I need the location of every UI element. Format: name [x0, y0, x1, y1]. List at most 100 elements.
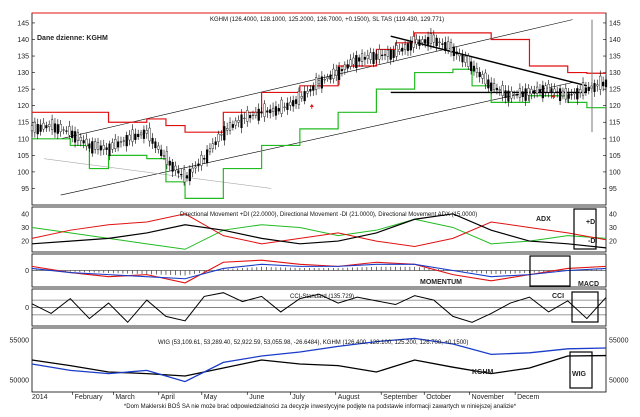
candle-body	[116, 141, 120, 148]
candle-body	[214, 141, 217, 145]
momentum-highlight-box	[529, 255, 571, 287]
candle-body	[131, 129, 134, 142]
candle-body	[418, 39, 421, 46]
price-tick-label-left: 115	[18, 120, 29, 127]
x-axis-month-label: July	[292, 394, 305, 401]
candle-body	[395, 45, 398, 57]
candle-body	[294, 99, 298, 104]
kghm-tag: KGHM	[472, 369, 494, 376]
candle-body	[366, 55, 369, 59]
candle-body	[510, 91, 513, 99]
candle-body	[441, 43, 444, 45]
candle-body	[303, 91, 306, 102]
candle-body	[297, 91, 301, 105]
candle-body	[329, 74, 332, 80]
x-axis-month-label: Decem	[517, 394, 539, 401]
price-tick-label-left: 120	[17, 103, 29, 110]
candle-body	[412, 36, 415, 48]
candle-body	[114, 139, 117, 150]
candle-body	[76, 132, 80, 141]
candle-body	[596, 84, 599, 87]
dmi-tick-label-right: 40	[609, 211, 617, 218]
price-tick-label-right: 145	[609, 20, 621, 27]
candle-body	[360, 53, 364, 62]
candle-body	[320, 76, 323, 89]
candle-body	[203, 158, 206, 160]
cci-header: CCI-Standard (135.729)	[290, 294, 354, 300]
candle-body	[553, 88, 556, 93]
series-line-adx	[31, 213, 607, 249]
candle-body	[151, 137, 154, 144]
candle-body	[183, 169, 186, 183]
candle-body	[455, 51, 458, 55]
candle-body	[458, 53, 461, 57]
series-line-sl-tas-lower	[32, 68, 606, 199]
candle-body	[211, 143, 214, 149]
candle-body	[527, 88, 530, 96]
candle-body	[349, 59, 352, 67]
candle-body	[312, 85, 315, 91]
candle-body	[125, 135, 128, 147]
momentum-tag: MOMENTUM	[420, 279, 462, 286]
candle-body	[168, 160, 171, 166]
price-tick-label-right: 95	[609, 186, 617, 193]
candle-body	[271, 107, 275, 112]
momentum-tick-label: 0	[25, 268, 29, 275]
wig-tag: WIG	[572, 371, 587, 378]
candle-body	[518, 88, 521, 98]
candle-body	[484, 72, 487, 85]
candle-body	[587, 86, 590, 91]
candle-body	[33, 121, 36, 133]
price-tick-label-right: 125	[609, 87, 621, 94]
candle-body	[378, 49, 381, 60]
candle-body	[363, 56, 367, 60]
candle-body	[386, 49, 389, 57]
candle-body	[504, 90, 507, 98]
candle-body	[56, 124, 59, 134]
wig-tick-label-right: 50000	[609, 378, 629, 385]
candle-body	[171, 161, 174, 172]
candle-body	[217, 133, 220, 142]
candle-body	[99, 145, 102, 151]
candle-body	[157, 145, 160, 150]
candle-body	[478, 71, 481, 78]
x-axis-month-label: March	[115, 394, 135, 401]
candle-body	[36, 124, 39, 135]
candle-body	[432, 34, 435, 43]
candle-body	[346, 64, 349, 69]
candle-body	[188, 168, 191, 182]
footnote: *Dom Maklerski BOŚ SA nie może brać odpo…	[123, 404, 517, 410]
candle-body	[533, 90, 536, 94]
candle-body	[260, 111, 263, 114]
candle-body	[73, 131, 77, 143]
candle-body	[94, 141, 97, 150]
candle-body	[257, 108, 260, 121]
candle-body	[576, 88, 579, 100]
wig-tick-label-left: 55000	[10, 338, 30, 345]
candle-body	[492, 83, 496, 90]
x-axis-month-label: November	[472, 394, 505, 401]
candle-body	[570, 94, 573, 96]
price-tick-label-right: 120	[609, 103, 621, 110]
price-tick-label-right: 140	[609, 37, 621, 44]
candle-body	[550, 88, 553, 94]
candle-body	[59, 124, 62, 132]
cci-highlight-box	[571, 291, 599, 323]
dmi-tick-label-left: 20	[21, 239, 29, 246]
candle-body	[452, 46, 455, 57]
dmi-tag-adx: ADX	[536, 216, 551, 223]
candle-body	[524, 88, 527, 101]
candle-body	[145, 130, 148, 134]
dmi-tag-minus-di: -DI	[588, 238, 597, 245]
candle-body	[358, 57, 361, 62]
candle-body	[122, 140, 125, 142]
candle-body	[96, 142, 100, 150]
series-line-wig	[31, 354, 607, 377]
candle-body	[372, 52, 375, 64]
x-axis-month-label: May	[204, 394, 218, 401]
price-tick-label-right: 105	[609, 153, 621, 160]
candle-body	[521, 91, 524, 98]
price-title: Dane dzienne: KGHM	[37, 35, 108, 42]
candle-body	[392, 50, 395, 58]
candle-body	[185, 175, 189, 179]
